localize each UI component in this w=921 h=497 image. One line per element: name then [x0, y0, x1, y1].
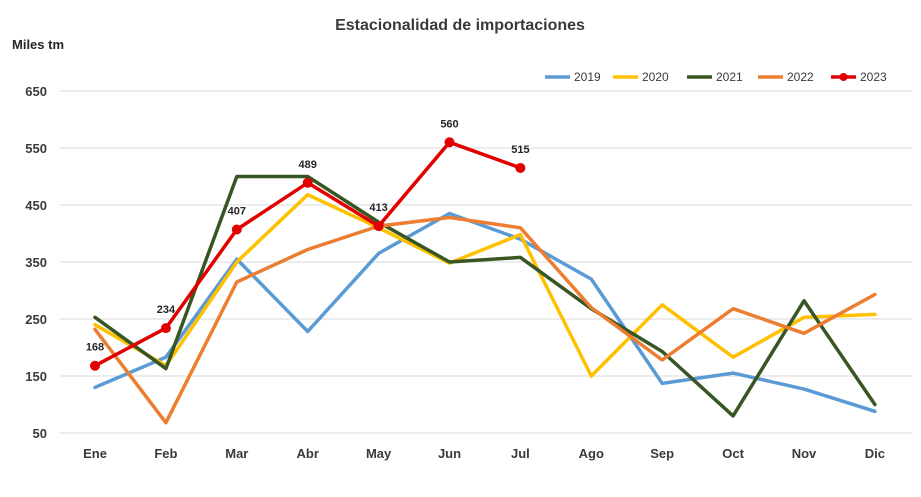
y-tick-label: 450 — [25, 198, 47, 213]
series-line-2019 — [93, 211, 877, 414]
y-tick-label: 350 — [25, 255, 47, 270]
legend: 2019 2020 2021 2022 2023 — [545, 70, 887, 84]
data-label-2023: 168 — [86, 342, 104, 354]
gridlines — [60, 90, 912, 434]
data-label-2023: 560 — [440, 118, 458, 130]
legend-label-2023: 2023 — [860, 70, 887, 84]
y-tick-label: 650 — [25, 84, 47, 99]
data-point-2023 — [231, 224, 242, 235]
series-lines — [93, 140, 877, 425]
y-axis-ticks: 50 150 250 350 450 550 650 — [25, 84, 47, 441]
data-point-2023 — [302, 177, 313, 188]
y-tick-label: 550 — [25, 141, 47, 156]
x-tick-label: May — [366, 446, 392, 461]
series-line-2021 — [93, 174, 877, 418]
x-tick-label: Jun — [438, 446, 461, 461]
data-labels: 168 234 407 489 413 560 515 — [86, 118, 530, 353]
data-label-2023: 413 — [369, 202, 387, 214]
data-point-2023 — [444, 137, 455, 148]
y-tick-label: 250 — [25, 312, 47, 327]
x-tick-label: Dic — [865, 446, 885, 461]
data-label-2023: 515 — [511, 144, 529, 156]
x-axis-ticks: Ene Feb Mar Abr May Jun Jul Ago Sep Oct Nov Dic — [83, 446, 885, 461]
data-label-2023: 489 — [299, 159, 317, 171]
chart-title: Estacionalidad de importaciones — [335, 17, 585, 34]
legend-label-2019: 2019 — [574, 70, 601, 84]
data-label-2023: 234 — [157, 304, 176, 316]
data-point-2023 — [373, 221, 384, 232]
x-tick-label: Abr — [297, 446, 319, 461]
legend-label-2021: 2021 — [716, 70, 743, 84]
x-tick-label: Ene — [83, 446, 107, 461]
x-tick-label: Ago — [579, 446, 604, 461]
series-line-2020 — [93, 192, 877, 378]
x-tick-label: Feb — [154, 446, 177, 461]
x-tick-label: Oct — [722, 446, 744, 461]
y-axis-label: Miles tm — [12, 37, 64, 52]
series-line-2022 — [93, 215, 877, 425]
x-tick-label: Jul — [511, 446, 530, 461]
data-point-2023 — [90, 360, 100, 371]
x-tick-label: Sep — [650, 446, 674, 461]
legend-label-2020: 2020 — [642, 70, 669, 84]
legend-marker-2023 — [839, 73, 848, 81]
x-tick-label: Nov — [792, 446, 817, 461]
y-tick-label: 50 — [33, 426, 47, 441]
data-point-2023 — [160, 323, 171, 334]
legend-label-2022: 2022 — [787, 70, 814, 84]
data-label-2023: 407 — [228, 206, 246, 218]
x-tick-label: Mar — [225, 446, 248, 461]
series-markers — [90, 137, 526, 371]
y-tick-label: 150 — [25, 369, 47, 384]
data-point-2023 — [515, 162, 526, 173]
